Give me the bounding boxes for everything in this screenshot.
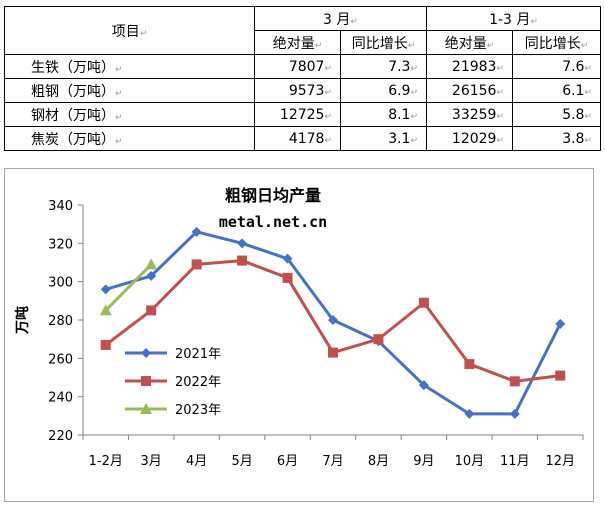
table-cell: 3.1↵ <box>340 126 427 151</box>
data-point <box>464 408 475 419</box>
chart-subtitle: metal.net.cn <box>219 213 327 231</box>
table-cell: 3.8↵ <box>512 126 601 151</box>
table-cell: 4178↵ <box>254 126 341 151</box>
x-tick-label: 1-2月 <box>89 454 123 469</box>
y-tick-label: 340 <box>48 199 73 214</box>
table-cell: 21983↵ <box>426 54 513 79</box>
data-point <box>418 297 429 308</box>
data-point <box>282 253 293 264</box>
data-point <box>99 304 112 316</box>
table-row: 生铁（万吨）↵ 7807↵ 7.3↵ 21983↵ 7.6↵ <box>4 54 601 79</box>
subheader-cell: 同比增长↵ <box>340 30 427 55</box>
y-tick-label: 300 <box>48 276 73 291</box>
y-tick-label: 240 <box>48 391 73 406</box>
table-cell: 6.1↵ <box>512 78 601 103</box>
legend-label: 2023年 <box>175 403 221 418</box>
chart-container: 粗钢日均产量 metal.net.cn 万吨 220 240 260 280 300 320 34… <box>4 168 594 502</box>
group-header-march: 3 月↵ <box>254 6 427 31</box>
data-point <box>237 238 248 249</box>
x-tick-label: 10月 <box>455 454 485 469</box>
table-cell: 7807↵ <box>254 54 341 79</box>
x-tick-label: 6月 <box>277 454 298 469</box>
row-name: 钢材（万吨）↵ <box>4 102 255 127</box>
chart-title: 粗钢日均产量 <box>225 186 321 205</box>
data-point <box>282 272 293 283</box>
subheader-cell: 绝对量↵ <box>426 30 513 55</box>
item-header: 项目↵ <box>4 6 255 55</box>
group-header-jan-mar: 1-3 月↵ <box>426 6 601 31</box>
data-point <box>373 334 384 345</box>
legend-marker <box>141 348 151 358</box>
table-cell: 33259↵ <box>426 102 513 127</box>
subheader-cell: 同比增长↵ <box>512 30 601 55</box>
y-tick-label: 320 <box>48 237 73 252</box>
data-point <box>509 408 520 419</box>
table-cell: 12029↵ <box>426 126 513 151</box>
data-point <box>191 259 202 270</box>
table-cell: 26156↵ <box>426 78 513 103</box>
row-name: 生铁（万吨）↵ <box>4 54 255 79</box>
data-point <box>146 305 157 316</box>
x-tick-label: 3月 <box>141 454 162 469</box>
data-point <box>328 315 338 325</box>
x-tick-label: 7月 <box>322 454 343 469</box>
subheader-cell: 绝对量↵ <box>254 30 341 55</box>
table-cell: 6.9↵ <box>340 78 427 103</box>
row-name: 粗钢（万吨）↵ <box>4 78 255 103</box>
table-cell: 7.6↵ <box>512 54 601 79</box>
y-axis-label: 万吨 <box>14 306 31 335</box>
legend-label: 2021年 <box>175 347 221 362</box>
series-line-3 <box>104 263 153 312</box>
stats-table: 项目↵ 3 月↵ 1-3 月↵ 绝对量↵ 同比增长↵ 绝对量↵ 同比增长↵ 生铁… <box>4 6 601 151</box>
data-point <box>418 380 429 391</box>
x-tick-label: 12月 <box>545 454 575 469</box>
legend-label: 2022年 <box>175 375 221 390</box>
table-cell: 5.8↵ <box>512 102 601 127</box>
y-tick-label: 260 <box>48 352 73 367</box>
row-name: 焦炭（万吨）↵ <box>4 126 255 151</box>
y-tick-label: 280 <box>48 314 73 329</box>
data-point <box>464 359 475 370</box>
data-point <box>509 376 520 387</box>
x-tick-label: 9月 <box>413 454 434 469</box>
y-tick-label: 220 <box>48 429 73 444</box>
table-row: 粗钢（万吨）↵ 9573↵ 6.9↵ 26156↵ 6.1↵ <box>4 78 601 103</box>
data-point <box>100 339 111 350</box>
x-tick-label: 4月 <box>186 454 207 469</box>
data-point <box>145 258 158 270</box>
table-cell: 12725↵ <box>254 102 341 127</box>
x-tick-label: 8月 <box>368 454 389 469</box>
table-cell: 8.1↵ <box>340 102 427 127</box>
table-cell: 7.3↵ <box>340 54 427 79</box>
table-row: 钢材（万吨）↵ 12725↵ 8.1↵ 33259↵ 5.8↵ <box>4 102 601 127</box>
data-point <box>328 347 338 358</box>
x-tick-label: 11月 <box>500 454 530 469</box>
legend-marker <box>140 403 152 414</box>
data-point <box>555 370 566 381</box>
data-point <box>100 284 111 295</box>
legend-marker <box>141 376 151 386</box>
data-point <box>146 270 157 281</box>
table-header-row: 项目↵ 3 月↵ 1-3 月↵ <box>4 6 601 55</box>
data-point <box>555 318 566 329</box>
table-cell: 9573↵ <box>254 78 341 103</box>
line-chart: 粗钢日均产量 metal.net.cn 万吨 220 240 260 280 300 320 34… <box>14 186 584 469</box>
data-point <box>237 255 248 266</box>
x-tick-label: 5月 <box>231 454 252 469</box>
table-row: 焦炭（万吨）↵ 4178↵ 3.1↵ 12029↵ 3.8↵ <box>4 126 601 151</box>
